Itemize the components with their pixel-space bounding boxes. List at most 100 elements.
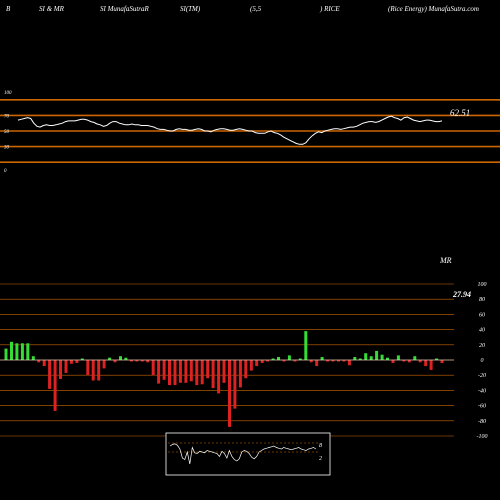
rsi-y-ticks: 100 70 50 30 0 bbox=[4, 91, 12, 174]
mrsi-bar bbox=[146, 360, 150, 363]
header-seg-4: (5,5 bbox=[250, 5, 262, 13]
mrsi-y-ticks: 100 80 60 40 20 0 -20 -40 -60 -80 -100 bbox=[477, 282, 488, 440]
mrsi-bar bbox=[233, 360, 237, 409]
mrsi-bar bbox=[413, 356, 417, 360]
mrsi-bar bbox=[80, 358, 84, 360]
mrsi-y-tick-label: 60 bbox=[479, 312, 485, 318]
mrsi-y-tick-label: -20 bbox=[478, 373, 486, 379]
mrsi-bar bbox=[222, 360, 226, 383]
mrsi-bar bbox=[440, 360, 444, 363]
mrsi-bar bbox=[315, 360, 319, 367]
mrsi-bar bbox=[69, 360, 73, 364]
mrsi-bar bbox=[26, 343, 30, 360]
mrsi-bar bbox=[178, 360, 182, 383]
rsi-series-line bbox=[17, 115, 443, 145]
header-seg-5: ) RICE bbox=[320, 5, 340, 13]
mrsi-bar bbox=[15, 343, 19, 360]
mrsi-bar bbox=[217, 360, 221, 394]
mrsi-bar bbox=[309, 360, 313, 363]
mrsi-bar bbox=[135, 360, 139, 362]
header-seg-1: SI & MR bbox=[39, 5, 64, 13]
mrsi-bar bbox=[168, 360, 171, 386]
mrsi-bar bbox=[211, 360, 215, 389]
mrsi-bar bbox=[162, 360, 166, 380]
mrsi-bar bbox=[266, 360, 270, 362]
mrsi-bar bbox=[380, 354, 384, 360]
mrsi-bar bbox=[108, 357, 112, 360]
mrsi-bar bbox=[347, 360, 351, 366]
mrsi-y-tick-label: -40 bbox=[478, 387, 486, 394]
mrsi-bar bbox=[375, 350, 379, 360]
mini-overview-frame bbox=[165, 432, 331, 476]
rsi-last-value-label: 62.51 bbox=[450, 108, 470, 118]
mrsi-bar bbox=[353, 357, 357, 360]
mrsi-bar bbox=[189, 360, 193, 382]
mrsi-bar bbox=[86, 360, 90, 376]
rsi-y-tick-label: 70 bbox=[4, 114, 10, 119]
mrsi-bar bbox=[173, 360, 177, 386]
mrsi-bar bbox=[435, 358, 439, 360]
header-seg-2: SI MunafaSutraR bbox=[100, 5, 149, 13]
rsi-y-tick-label: 100 bbox=[4, 91, 12, 96]
mrsi-bars bbox=[4, 331, 444, 427]
mrsi-bar bbox=[298, 358, 302, 360]
mrsi-y-tick-label: -100 bbox=[477, 434, 488, 440]
mrsi-bar bbox=[129, 360, 133, 362]
mrsi-y-tick-label: -80 bbox=[478, 419, 486, 425]
mrsi-grid-lines bbox=[0, 283, 454, 437]
mrsi-bar bbox=[402, 360, 406, 362]
mini-overview-line bbox=[169, 443, 317, 465]
mrsi-bar bbox=[337, 360, 340, 362]
mrsi-bar bbox=[102, 360, 106, 369]
mrsi-y-tick-label: 0 bbox=[481, 358, 484, 364]
mrsi-bar bbox=[200, 360, 204, 385]
mrsi-bar bbox=[238, 360, 242, 388]
header-seg-0: B bbox=[6, 5, 11, 13]
mrsi-bar bbox=[424, 360, 428, 367]
header-seg-3: SI(TM) bbox=[180, 5, 201, 13]
mrsi-y-tick-label: -60 bbox=[478, 404, 486, 410]
mrsi-bar bbox=[271, 358, 275, 360]
mrsi-bar bbox=[59, 360, 62, 379]
mrsi-bar bbox=[91, 360, 95, 381]
mrsi-bar bbox=[277, 357, 280, 360]
mrsi-bar bbox=[249, 360, 253, 371]
mrsi-bar bbox=[48, 360, 52, 389]
mini-tick-top: 8 bbox=[319, 443, 322, 449]
mrsi-bar bbox=[124, 357, 128, 360]
mrsi-bar bbox=[331, 360, 335, 362]
mrsi-bar bbox=[31, 356, 35, 360]
mrsi-bar bbox=[358, 358, 362, 360]
mrsi-last-value-label: 27.94 bbox=[452, 290, 471, 299]
mrsi-bar bbox=[228, 360, 231, 427]
mrsi-bar bbox=[386, 357, 389, 360]
mrsi-bar bbox=[20, 343, 24, 360]
mrsi-bar bbox=[53, 360, 57, 411]
mrsi-bar bbox=[282, 360, 286, 362]
mrsi-y-tick-label: 40 bbox=[479, 327, 485, 334]
mrsi-bar bbox=[364, 353, 368, 360]
mrsi-bar bbox=[97, 360, 101, 381]
rsi-y-tick-label: 0 bbox=[4, 169, 7, 174]
mrsi-bar bbox=[418, 360, 422, 363]
mrsi-bar bbox=[342, 360, 346, 362]
mrsi-bar bbox=[206, 360, 210, 379]
rsi-y-tick-label: 30 bbox=[4, 146, 10, 151]
mrsi-bar bbox=[113, 360, 117, 363]
mrsi-bar bbox=[320, 357, 324, 360]
mrsi-bar bbox=[184, 360, 188, 383]
mrsi-bar bbox=[391, 360, 395, 363]
header-seg-6: (Rice Energy) MunafaSutra.com bbox=[388, 5, 479, 13]
mrsi-bar bbox=[369, 356, 373, 360]
mrsi-bar bbox=[396, 355, 400, 360]
mrsi-bar bbox=[42, 360, 46, 367]
mini-overview-grid bbox=[168, 442, 318, 453]
rsi-y-tick-label: 50 bbox=[4, 130, 10, 135]
mrsi-bar bbox=[429, 360, 433, 370]
mrsi-bar bbox=[287, 355, 291, 360]
mrsi-bar bbox=[407, 360, 411, 363]
mrsi-bar bbox=[64, 360, 68, 373]
mrsi-bar bbox=[304, 331, 308, 360]
mini-tick-bottom: 2 bbox=[319, 456, 322, 462]
